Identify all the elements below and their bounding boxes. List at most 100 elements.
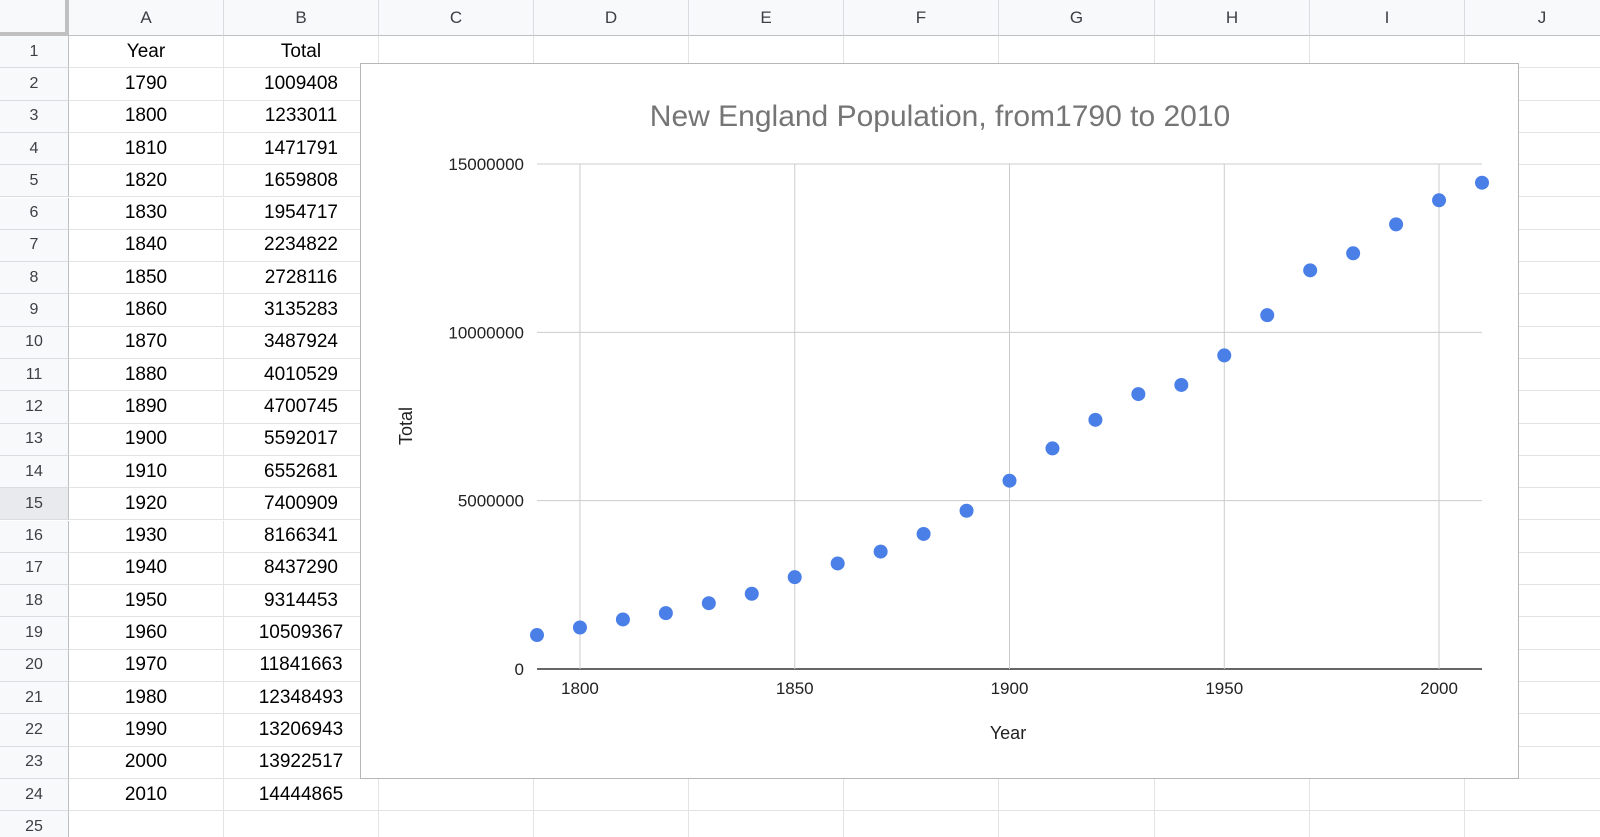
cell-a2[interactable]: 1790 — [69, 68, 224, 101]
cell-j17[interactable] — [1465, 553, 1600, 586]
cell-a11[interactable]: 1880 — [69, 359, 224, 392]
cell-a12[interactable]: 1890 — [69, 391, 224, 424]
row-header-16[interactable]: 16 — [0, 520, 69, 553]
row-header-20[interactable]: 20 — [0, 649, 69, 682]
cell-c25[interactable] — [379, 811, 534, 837]
data-point[interactable] — [873, 544, 888, 559]
column-header-j[interactable]: J — [1465, 0, 1600, 36]
cell-j16[interactable] — [1465, 521, 1600, 553]
row-header-12[interactable]: 12 — [0, 391, 69, 424]
row-header-8[interactable]: 8 — [0, 262, 69, 295]
select-all-corner[interactable] — [0, 0, 69, 36]
column-header-i[interactable]: I — [1310, 0, 1465, 36]
data-point[interactable] — [830, 556, 845, 571]
row-header-5[interactable]: 5 — [0, 165, 69, 198]
embedded-chart[interactable]: 0 5000000 10000000 15000000 1800 1850 1900 1950… — [360, 63, 1519, 779]
cell-a4[interactable]: 1810 — [69, 132, 224, 166]
data-point[interactable] — [744, 586, 759, 601]
row-header-13[interactable]: 13 — [0, 423, 69, 456]
data-point[interactable] — [916, 526, 931, 541]
cell-j19[interactable] — [1465, 617, 1600, 650]
cell-a24[interactable]: 2010 — [69, 778, 224, 812]
cell-a10[interactable]: 1870 — [69, 326, 224, 359]
cell-b21[interactable]: 12348493 — [224, 682, 379, 715]
cell-b25[interactable] — [224, 811, 379, 837]
row-header-21[interactable]: 21 — [0, 682, 69, 715]
data-point[interactable] — [1432, 193, 1447, 208]
column-header-d[interactable]: D — [534, 0, 689, 36]
cell-j14[interactable] — [1465, 456, 1600, 489]
cell-b22[interactable]: 13206943 — [224, 714, 379, 747]
cell-b8[interactable]: 2728116 — [224, 262, 379, 295]
cell-j7[interactable] — [1465, 230, 1600, 263]
cell-j21[interactable] — [1465, 682, 1600, 715]
column-header-c[interactable]: C — [379, 0, 534, 36]
cell-j20[interactable] — [1465, 650, 1600, 682]
cell-a21[interactable]: 1980 — [69, 682, 224, 715]
data-point[interactable] — [1389, 217, 1404, 232]
cell-d25[interactable] — [534, 811, 689, 837]
cell-e24[interactable] — [689, 778, 844, 812]
cell-j22[interactable] — [1465, 714, 1600, 747]
cell-a6[interactable]: 1830 — [69, 197, 224, 230]
data-point[interactable] — [1346, 246, 1361, 261]
cell-a9[interactable]: 1860 — [69, 294, 224, 327]
cell-b15[interactable]: 7400909 — [224, 488, 379, 521]
row-header-24[interactable]: 24 — [0, 778, 69, 812]
row-header-19[interactable]: 19 — [0, 617, 69, 650]
cell-a5[interactable]: 1820 — [69, 165, 224, 198]
cell-j8[interactable] — [1465, 262, 1600, 295]
cell-a22[interactable]: 1990 — [69, 714, 224, 747]
cell-a18[interactable]: 1950 — [69, 585, 224, 618]
row-header-3[interactable]: 3 — [0, 100, 69, 133]
cell-j18[interactable] — [1465, 585, 1600, 618]
data-point[interactable] — [572, 620, 587, 635]
cell-j12[interactable] — [1465, 391, 1600, 424]
cell-j25[interactable] — [1465, 811, 1600, 837]
cell-b24[interactable]: 14444865 — [224, 778, 379, 812]
cell-b14[interactable]: 6552681 — [224, 455, 379, 489]
data-point[interactable] — [1217, 348, 1232, 363]
cell-a13[interactable]: 1900 — [69, 423, 224, 456]
cell-h25[interactable] — [1155, 811, 1310, 837]
cell-j3[interactable] — [1465, 101, 1600, 133]
cell-j13[interactable] — [1465, 424, 1600, 456]
cell-b7[interactable]: 2234822 — [224, 229, 379, 263]
cell-a15[interactable]: 1920 — [69, 488, 224, 521]
cell-g25[interactable] — [999, 811, 1155, 837]
row-header-18[interactable]: 18 — [0, 585, 69, 618]
column-header-g[interactable]: G — [999, 0, 1155, 36]
cell-j9[interactable] — [1465, 294, 1600, 327]
cell-a23[interactable]: 2000 — [69, 746, 224, 779]
row-header-10[interactable]: 10 — [0, 326, 69, 359]
cell-a17[interactable]: 1940 — [69, 552, 224, 586]
data-point[interactable] — [1131, 387, 1146, 402]
row-header-1[interactable]: 1 — [0, 36, 69, 69]
cell-j1[interactable] — [1465, 36, 1600, 69]
row-header-15[interactable]: 15 — [0, 488, 69, 521]
data-point[interactable] — [701, 596, 716, 611]
cell-b13[interactable]: 5592017 — [224, 423, 379, 456]
data-point[interactable] — [1260, 308, 1275, 323]
cell-i25[interactable] — [1310, 811, 1465, 837]
cell-b12[interactable]: 4700745 — [224, 391, 379, 424]
data-point[interactable] — [1174, 377, 1189, 392]
row-header-23[interactable]: 23 — [0, 746, 69, 779]
column-header-f[interactable]: F — [844, 0, 999, 36]
cell-b10[interactable]: 3487924 — [224, 326, 379, 359]
column-header-e[interactable]: E — [689, 0, 844, 36]
cell-b4[interactable]: 1471791 — [224, 132, 379, 166]
cell-b16[interactable]: 8166341 — [224, 520, 379, 553]
row-header-7[interactable]: 7 — [0, 229, 69, 263]
row-header-22[interactable]: 22 — [0, 714, 69, 747]
cell-b9[interactable]: 3135283 — [224, 294, 379, 327]
cell-d24[interactable] — [534, 778, 689, 812]
cell-i24[interactable] — [1310, 778, 1465, 812]
row-header-11[interactable]: 11 — [0, 359, 69, 392]
cell-j11[interactable] — [1465, 359, 1600, 392]
row-header-9[interactable]: 9 — [0, 294, 69, 327]
data-point[interactable] — [1303, 263, 1318, 278]
data-point[interactable] — [959, 503, 974, 518]
cell-b2[interactable]: 1009408 — [224, 68, 379, 101]
column-header-a[interactable]: A — [69, 0, 224, 36]
